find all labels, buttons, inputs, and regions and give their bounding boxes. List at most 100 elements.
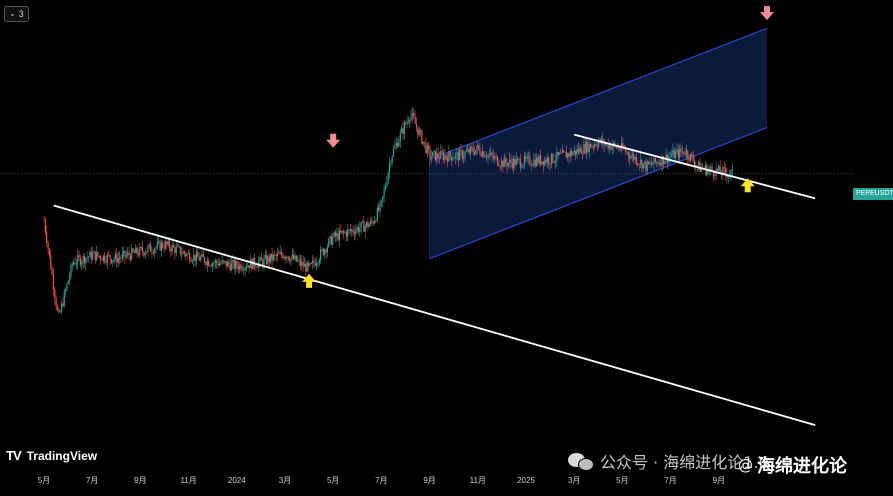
price-candle-body [473, 152, 476, 155]
price-candle-body [618, 147, 620, 150]
price-candle-body [413, 113, 415, 118]
price-candle-body [279, 252, 281, 254]
price-candle-body [60, 303, 63, 312]
price-candle-body [571, 151, 573, 156]
price-candle-body [355, 230, 357, 235]
price-candle-body [324, 249, 326, 255]
tradingview-logo[interactable]: TV TradingView [6, 448, 97, 463]
price-candle-body [375, 220, 377, 222]
price-candle-body [421, 130, 423, 144]
price-candle-body [162, 242, 164, 248]
price-candle-body [359, 227, 361, 232]
price-candle-body [637, 163, 639, 165]
price-candle-body [326, 246, 329, 253]
price-candle-body [378, 207, 380, 211]
price-candle-body [317, 263, 319, 264]
price-candle-body [98, 256, 100, 257]
price-candle-body [479, 148, 481, 154]
price-candle-body [645, 161, 647, 171]
price-candle-body [232, 259, 234, 263]
price-candle-body [534, 159, 536, 167]
price-candle-body [521, 167, 523, 168]
price-candle-body [488, 154, 490, 156]
price-candle-body [236, 260, 238, 267]
price-candle-body [418, 129, 420, 135]
price-candle-body [86, 257, 88, 259]
price-candle-body [388, 163, 391, 173]
price-candle-body [251, 259, 253, 269]
price-candle-body [522, 164, 524, 168]
price-candle-body [573, 150, 575, 153]
collapse-indicators-button[interactable]: ⌄ 3 [4, 6, 29, 22]
price-candle-body [429, 149, 431, 159]
price-candle-body [367, 222, 369, 228]
price-candle-body [414, 117, 416, 124]
price-candle-body [293, 254, 295, 260]
price-candle-body [423, 141, 426, 143]
price-candle-body [557, 151, 559, 155]
price-candle-body [723, 167, 725, 169]
price-candle-body [275, 254, 277, 257]
price-candle-body [707, 169, 709, 175]
price-candle-body [585, 142, 588, 153]
price-candle-body [515, 158, 517, 166]
price-candle-body [387, 172, 389, 183]
price-candle-body [494, 156, 496, 159]
x-axis-tick-label: 2024 [228, 476, 246, 485]
price-candle-body [646, 161, 648, 171]
price-candle-body [546, 158, 549, 163]
price-candle-body [177, 246, 179, 247]
price-candle-body [611, 146, 613, 150]
price-candle-body [259, 257, 261, 262]
price-candle-body [507, 162, 509, 167]
price-candle-body [151, 251, 153, 253]
price-candle-body [361, 221, 364, 223]
price-candle-body [344, 232, 346, 234]
price-candle-body [310, 263, 312, 264]
price-candle-body [509, 159, 511, 163]
price-candle-body [712, 170, 715, 176]
price-candle-body [290, 257, 292, 262]
price-candle-body [332, 236, 334, 245]
price-candle-body [150, 244, 152, 252]
price-candle-body [608, 144, 611, 149]
price-candle-body [71, 264, 73, 266]
price-candle-body [558, 153, 561, 155]
price-candle-body [109, 255, 111, 260]
price-candle-body [83, 255, 86, 264]
price-candle-body [337, 233, 339, 241]
price-candle-body [440, 151, 442, 159]
price-candle-body [190, 261, 192, 262]
author-at: @ [738, 456, 753, 474]
price-candle-body [500, 160, 503, 167]
price-candle-body [453, 158, 455, 160]
price-candle-body [722, 167, 724, 175]
price-candle-body [517, 158, 519, 160]
price-candle-body [171, 245, 173, 252]
price-candle-body [221, 260, 223, 264]
price-candle-body [444, 155, 446, 160]
price-candle-body [67, 280, 69, 284]
tradingview-logo-text: TradingView [26, 448, 98, 463]
price-candle-body [513, 158, 515, 168]
price-candle-body [309, 263, 311, 266]
price-candle-body [450, 156, 453, 161]
price-candle-body [422, 141, 424, 144]
price-candle-body [386, 182, 388, 187]
price-candle-body [247, 265, 249, 268]
price-candle-body [660, 162, 662, 166]
price-candle-body [665, 154, 667, 162]
price-candle-body [237, 266, 239, 270]
price-candle-body [302, 261, 304, 267]
price-candle-body [616, 147, 619, 148]
price-candle-body [430, 156, 432, 159]
price-candle-body [394, 145, 396, 149]
price-candle-body [90, 251, 92, 260]
price-candle-body [163, 247, 165, 249]
price-candle-body [253, 257, 256, 267]
price-candle-body [406, 121, 408, 125]
wechat-icon [568, 451, 594, 471]
price-candle-body [70, 264, 72, 277]
price-candle-body [294, 255, 296, 260]
